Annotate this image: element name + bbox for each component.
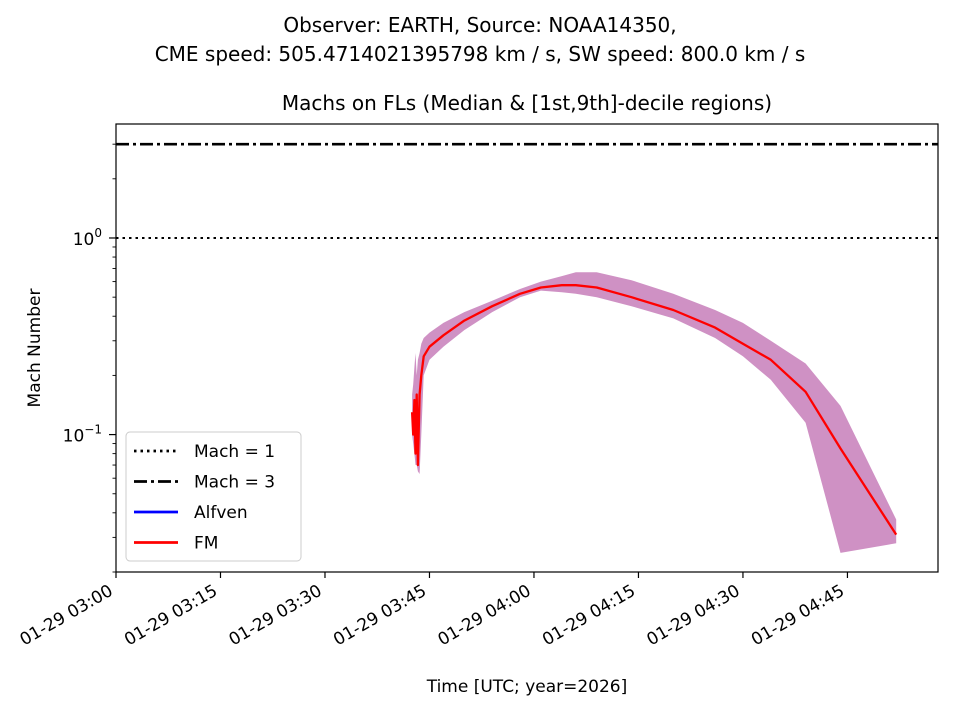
x-tick-label: 01-29 04:00	[435, 581, 535, 650]
legend: Mach = 1 Mach = 3 Alfven FM	[125, 431, 302, 562]
legend-label: Alfven	[194, 503, 248, 523]
x-tick-label: 01-29 03:00	[17, 581, 117, 650]
plot-area	[116, 142, 938, 553]
x-tick-label: 01-29 04:30	[644, 581, 744, 650]
figure-suptitle-line1: Observer: EARTH, Source: NOAA14350,	[283, 13, 676, 37]
x-axis-label: Time [UTC; year=2026]	[426, 677, 628, 697]
x-tick-label: 01-29 03:30	[226, 581, 326, 650]
x-tick-label: 01-29 04:15	[539, 581, 639, 650]
y-axis-label: Mach Number	[25, 289, 45, 408]
legend-frame	[125, 431, 302, 562]
legend-label: Mach = 1	[194, 442, 275, 462]
figure-suptitle-line2: CME speed: 505.4714021395798 km / s, SW …	[155, 42, 806, 66]
y-tick-label: 100	[73, 226, 102, 250]
x-tick-label: 01-29 03:45	[330, 581, 430, 650]
legend-label: Mach = 3	[194, 473, 275, 493]
y-tick-label: 10−1	[63, 423, 102, 447]
legend-label: FM	[194, 534, 218, 554]
decile-band-fm	[412, 272, 897, 553]
plot-frame	[115, 123, 939, 573]
chart-title: Machs on FLs (Median & [1st,9th]-decile …	[282, 91, 772, 115]
x-axis: 01-29 03:00 01-29 03:15 01-29 03:30 01-29 0…	[17, 572, 849, 650]
median-line-fm	[410, 284, 898, 536]
x-tick-label: 01-29 03:15	[121, 581, 221, 650]
x-tick-label: 01-29 04:45	[748, 581, 848, 650]
y-axis: 10−1 100	[63, 143, 116, 573]
